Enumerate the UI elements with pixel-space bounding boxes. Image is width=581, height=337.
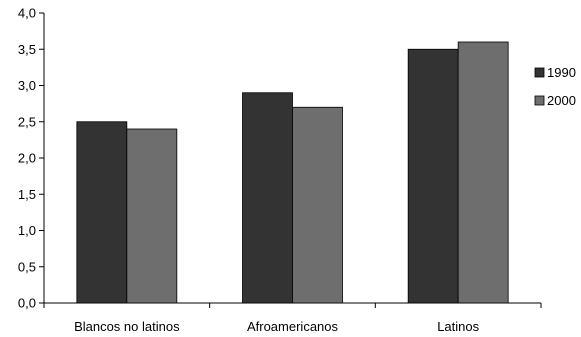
y-tick-label: 2,5 — [18, 114, 36, 129]
y-tick-label: 0,0 — [18, 296, 36, 311]
category-label: Latinos — [437, 319, 479, 334]
bar — [126, 128, 178, 304]
bar — [407, 48, 459, 304]
y-tick-label: 1,0 — [18, 223, 36, 238]
y-tick-label: 3,0 — [18, 78, 36, 93]
bar — [76, 121, 128, 304]
bar — [242, 92, 293, 304]
category-labels: Blancos no latinos Afroamericanos Latinos — [74, 319, 480, 334]
category-label: Afroamericanos — [247, 319, 339, 334]
y-tick-label: 3,5 — [18, 42, 36, 57]
legend-label: 1990 — [547, 65, 576, 80]
legend-swatch — [534, 67, 545, 78]
category-label: Blancos no latinos — [74, 319, 180, 334]
bar — [457, 41, 509, 304]
y-tick-label: 2,0 — [18, 151, 36, 166]
bar — [292, 106, 343, 304]
legend-label: 2000 — [547, 93, 576, 108]
y-tick-label: 1,5 — [18, 187, 36, 202]
legend: 1990 2000 — [534, 65, 576, 108]
bars — [76, 41, 509, 304]
y-tick-label: 4,0 — [18, 6, 36, 21]
y-tick-labels: 0,0 0,5 1,0 1,5 2,0 2,5 3,0 3,5 4,0 — [18, 6, 36, 311]
y-tick-label: 0,5 — [18, 259, 36, 274]
legend-swatch — [534, 95, 545, 106]
